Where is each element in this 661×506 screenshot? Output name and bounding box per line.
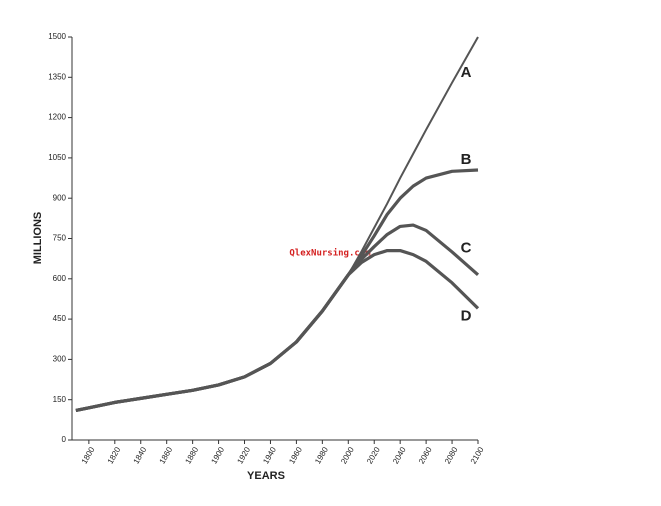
watermark: QlexNursing.com xyxy=(289,248,371,259)
x-tick-label: 1860 xyxy=(158,445,175,465)
x-tick-label: 1800 xyxy=(80,445,97,465)
x-tick-label: 2000 xyxy=(339,445,356,465)
y-axis-label: MILLIONS xyxy=(32,212,44,265)
y-tick-label: 1050 xyxy=(48,153,66,162)
y-tick-label: 450 xyxy=(53,314,67,323)
x-tick-label: 1900 xyxy=(209,445,226,465)
x-tick-label: 1880 xyxy=(183,445,200,465)
y-tick-label: 1200 xyxy=(48,113,66,122)
series-line xyxy=(75,248,480,413)
y-tick-label: 1350 xyxy=(48,72,66,81)
x-tick-label: 1920 xyxy=(235,445,252,465)
y-tick-label: 300 xyxy=(53,355,67,364)
x-tick-label: 1960 xyxy=(287,445,304,465)
x-axis-label: YEARS xyxy=(247,470,285,482)
y-tick-label: 150 xyxy=(53,395,67,404)
x-tick-label: 1820 xyxy=(106,445,123,465)
y-tick-label: 900 xyxy=(53,193,67,202)
x-tick-label: 1840 xyxy=(132,445,149,465)
series-line xyxy=(75,168,479,413)
y-tick-label: 0 xyxy=(62,435,67,444)
x-tick-label: 1940 xyxy=(261,445,278,465)
x-tick-label: 2040 xyxy=(391,445,408,465)
x-tick-label: 2060 xyxy=(417,445,434,465)
y-tick-label: 750 xyxy=(53,234,67,243)
series-label: D xyxy=(461,307,472,324)
y-tick-label: 600 xyxy=(53,274,67,283)
y-tick-label: 1500 xyxy=(48,32,66,41)
x-tick-label: 2080 xyxy=(443,445,460,465)
x-tick-label: 2100 xyxy=(469,445,486,465)
series-label: C xyxy=(461,240,472,257)
series-label: B xyxy=(461,151,472,168)
series-line xyxy=(75,36,479,412)
x-tick-label: 1980 xyxy=(313,445,330,465)
series-label: A xyxy=(461,64,472,81)
x-tick-label: 2020 xyxy=(365,445,382,465)
series-line xyxy=(75,223,480,413)
